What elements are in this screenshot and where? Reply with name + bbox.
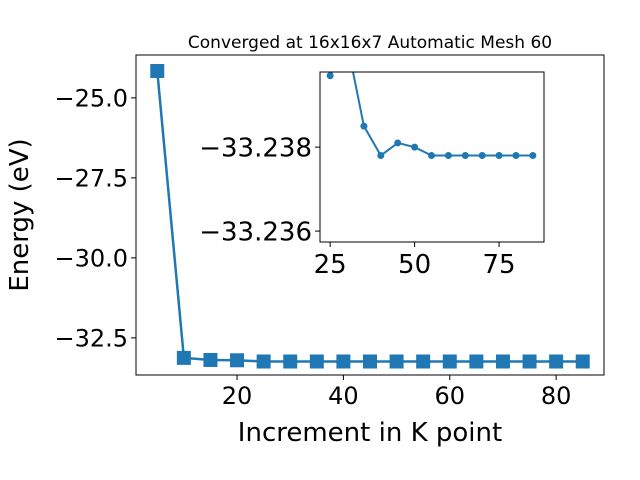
data-point — [360, 122, 368, 130]
y-tick-label: −33.236 — [199, 217, 312, 247]
plot-area — [326, 72, 537, 160]
chart-title: Converged at 16x16x7 Automatic Mesh 60 — [188, 33, 552, 53]
data-point — [575, 354, 590, 369]
data-point — [203, 352, 218, 367]
data-point — [478, 152, 486, 160]
plot-frame — [319, 71, 545, 243]
x-tick-label: 20 — [222, 382, 253, 410]
data-point — [176, 350, 191, 365]
data-point — [150, 64, 165, 78]
x-axis-label: Increment in K point — [238, 418, 502, 448]
data-point — [230, 353, 245, 368]
data-point — [427, 152, 435, 160]
data-point — [512, 152, 520, 160]
data-point — [444, 152, 452, 160]
data-point — [469, 354, 484, 369]
data-point — [411, 143, 419, 151]
y-tick-label: −27.5 — [54, 165, 128, 193]
plot-frame — [135, 54, 605, 376]
data-point — [377, 152, 385, 160]
data-point — [442, 354, 457, 369]
data-point — [549, 354, 564, 369]
x-tick-label: 60 — [434, 382, 465, 410]
data-point — [256, 354, 271, 369]
data-point — [336, 354, 351, 369]
data-point — [495, 354, 510, 369]
data-point — [416, 354, 431, 369]
data-point — [283, 354, 298, 369]
y-axis-label: Energy (eV) — [5, 138, 35, 291]
data-point — [394, 139, 402, 147]
data-point — [363, 354, 377, 369]
data-point — [389, 354, 404, 369]
y-tick-label: −33.238 — [199, 133, 312, 163]
data-point — [495, 152, 503, 160]
x-tick-label: 40 — [328, 382, 359, 410]
data-point — [529, 152, 537, 160]
x-tick-label: 75 — [483, 250, 516, 280]
y-tick-label: −25.0 — [54, 85, 128, 113]
x-tick-label: 50 — [398, 250, 431, 280]
data-point — [309, 354, 324, 369]
data-point — [326, 72, 334, 80]
plot-area — [150, 64, 590, 369]
y-tick-label: −32.5 — [54, 325, 128, 353]
y-tick-label: −30.0 — [54, 245, 128, 273]
data-point — [522, 354, 537, 369]
x-tick-label: 25 — [314, 250, 347, 280]
x-tick-label: 80 — [541, 382, 572, 410]
data-point — [461, 152, 469, 160]
